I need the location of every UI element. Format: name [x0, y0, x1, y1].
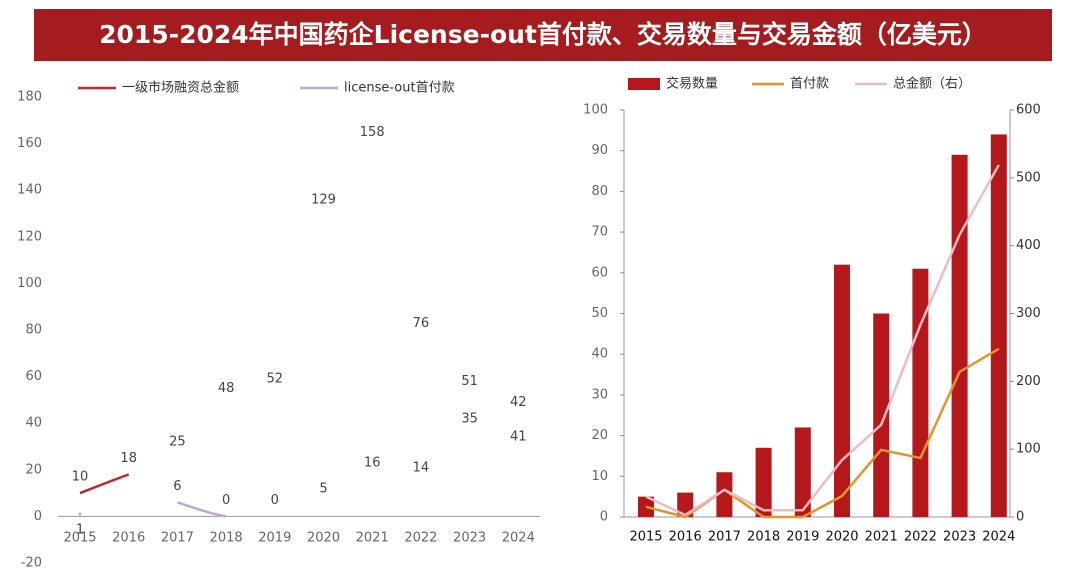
legend-label: license-out首付款	[344, 81, 455, 96]
y-tick-label: 40	[591, 347, 608, 362]
legend-label: 一级市场融资总金额	[122, 80, 239, 96]
data-label: 76	[413, 316, 430, 331]
line	[645, 164, 1000, 517]
bar	[716, 472, 733, 517]
x-tick-label: 2016	[669, 530, 702, 545]
data-label: 42	[510, 395, 527, 410]
line	[79, 473, 130, 495]
y-tick-label: 70	[591, 225, 608, 240]
data-label: 1	[76, 523, 84, 538]
y-tick-label: 60	[25, 369, 42, 384]
x-tick-label: 2023	[943, 530, 976, 545]
y-tick-label: 20	[591, 428, 608, 443]
bar	[677, 492, 694, 517]
data-label: 52	[267, 372, 284, 387]
x-tick-label: 2024	[502, 531, 535, 546]
y-tick-label: 40	[25, 416, 42, 431]
bar	[951, 154, 968, 517]
y2-tick-label: 300	[1016, 306, 1041, 321]
bar	[755, 447, 772, 517]
y-tick-label: 30	[591, 387, 608, 402]
line-point	[78, 512, 82, 516]
data-label: 48	[218, 381, 235, 396]
x-tick-label: 2015	[63, 531, 96, 546]
bar	[990, 134, 1007, 518]
data-label: 16	[364, 456, 381, 471]
data-label: 0	[222, 493, 230, 508]
legend-label: 交易数量	[666, 76, 718, 92]
line	[645, 347, 1000, 519]
x-tick-label: 2021	[865, 530, 898, 545]
data-label: 5	[319, 481, 327, 496]
x-tick-label: 2022	[904, 530, 937, 545]
y2-tick-label: 400	[1016, 238, 1041, 253]
y2-tick-label: 600	[1016, 103, 1041, 118]
data-label: 18	[120, 451, 137, 466]
x-tick-label: 2020	[825, 530, 858, 545]
x-tick-label: 2017	[708, 530, 741, 545]
bar	[794, 427, 811, 517]
data-label: 158	[360, 125, 385, 140]
y2-tick-label: 100	[1016, 442, 1041, 457]
y-tick-label: 80	[25, 323, 42, 338]
y-tick-label: 90	[591, 143, 608, 158]
y-tick-label: -20	[21, 556, 42, 571]
data-label: 35	[461, 411, 478, 426]
y-tick-label: 20	[25, 462, 42, 477]
page-title: 2015-2024年中国药企License-out首付款、交易数量与交易金额（亿…	[99, 20, 987, 49]
x-tick-label: 2023	[453, 531, 486, 546]
bar	[873, 313, 890, 517]
x-tick-label: 2024	[982, 530, 1015, 545]
legend-swatch	[628, 78, 660, 90]
legend-label: 首付款	[790, 77, 829, 92]
y-tick-label: 50	[591, 306, 608, 321]
data-label: 51	[461, 374, 478, 389]
x-tick-label: 2021	[356, 531, 389, 546]
y-tick-label: 60	[591, 265, 608, 280]
legend-label: 总金额（右）	[893, 76, 971, 92]
y2-tick-label: 200	[1016, 374, 1041, 389]
x-tick-label: 2019	[786, 530, 819, 545]
y-tick-label: 80	[591, 184, 608, 199]
bar	[912, 268, 929, 517]
y-tick-label: 10	[591, 469, 608, 484]
data-label: 25	[169, 435, 186, 450]
x-tick-label: 2016	[112, 531, 145, 546]
data-label: 10	[72, 470, 89, 485]
x-tick-label: 2019	[258, 531, 291, 546]
data-label: 14	[413, 460, 430, 475]
y-tick-label: 160	[17, 136, 42, 151]
x-tick-label: 2018	[210, 531, 243, 546]
data-label: 41	[510, 429, 527, 444]
y-tick-label: 180	[17, 90, 42, 105]
y2-tick-label: 0	[1016, 510, 1024, 525]
y-tick-label: 0	[600, 510, 608, 525]
line	[177, 501, 227, 518]
x-tick-label: 2022	[404, 531, 437, 546]
y2-tick-label: 500	[1016, 170, 1041, 185]
y-tick-label: 100	[583, 103, 608, 118]
x-tick-label: 2020	[307, 531, 340, 546]
x-tick-label: 2017	[161, 531, 194, 546]
x-tick-label: 2018	[747, 530, 780, 545]
x-tick-label: 2015	[629, 530, 662, 545]
y-tick-label: 100	[17, 276, 42, 291]
y-tick-label: 120	[17, 229, 42, 244]
data-label: 129	[311, 192, 336, 207]
y-tick-label: 0	[34, 509, 42, 524]
bar	[834, 264, 850, 517]
data-label: 0	[271, 493, 279, 508]
title-banner	[34, 9, 1052, 61]
y-tick-label: 140	[17, 183, 42, 198]
data-label: 6	[173, 479, 181, 494]
